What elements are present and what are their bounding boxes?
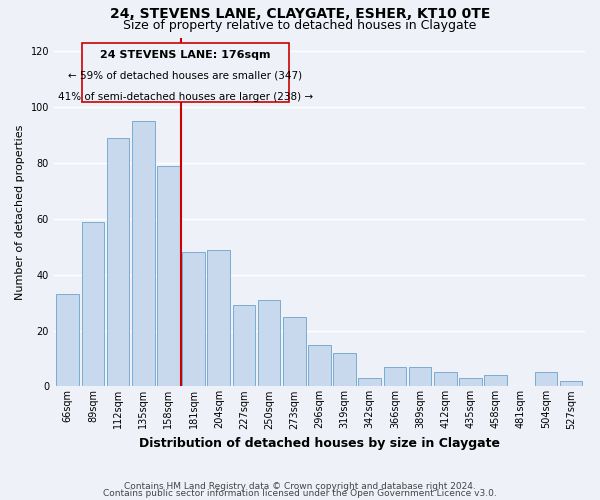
Text: Contains public sector information licensed under the Open Government Licence v3: Contains public sector information licen… (103, 488, 497, 498)
Bar (208, 250, 230, 386)
Bar (484, 375, 507, 386)
Bar (56, 294, 79, 386)
Bar (308, 344, 331, 387)
Text: Contains HM Land Registry data © Crown copyright and database right 2024.: Contains HM Land Registry data © Crown c… (124, 482, 476, 491)
Bar (358, 378, 381, 386)
Bar (535, 372, 557, 386)
FancyBboxPatch shape (82, 43, 289, 102)
Text: Size of property relative to detached houses in Claygate: Size of property relative to detached ho… (124, 19, 476, 32)
Bar (560, 381, 583, 386)
Bar (383, 367, 406, 386)
Bar (107, 138, 130, 386)
Bar (283, 316, 305, 386)
X-axis label: Distribution of detached houses by size in Claygate: Distribution of detached houses by size … (139, 437, 500, 450)
Bar (157, 166, 180, 386)
Y-axis label: Number of detached properties: Number of detached properties (15, 124, 25, 300)
Bar (82, 222, 104, 386)
Bar (409, 367, 431, 386)
Text: 24 STEVENS LANE: 176sqm: 24 STEVENS LANE: 176sqm (100, 50, 271, 60)
Bar (182, 252, 205, 386)
Bar (434, 372, 457, 386)
Bar (334, 353, 356, 386)
Bar (233, 306, 255, 386)
Bar (459, 378, 482, 386)
Text: 24, STEVENS LANE, CLAYGATE, ESHER, KT10 0TE: 24, STEVENS LANE, CLAYGATE, ESHER, KT10 … (110, 8, 490, 22)
Text: ← 59% of detached houses are smaller (347): ← 59% of detached houses are smaller (34… (68, 71, 302, 81)
Bar (132, 121, 155, 386)
Text: 41% of semi-detached houses are larger (238) →: 41% of semi-detached houses are larger (… (58, 92, 313, 102)
Bar (258, 300, 280, 386)
